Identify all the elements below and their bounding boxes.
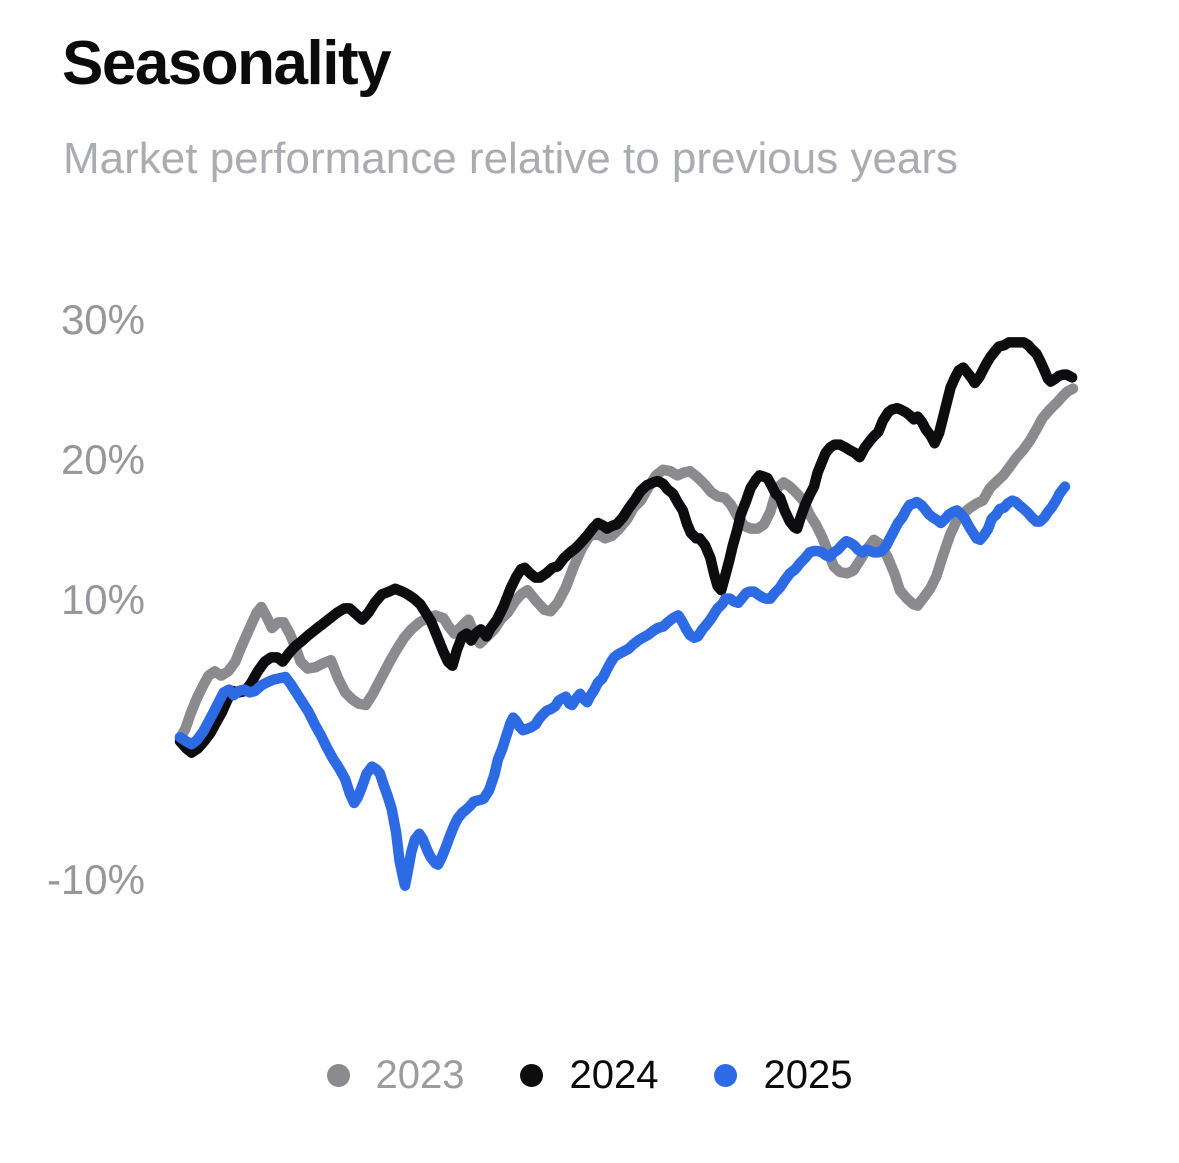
y-tick-label: 10% bbox=[60, 576, 145, 623]
page-subtitle: Market performance relative to previous … bbox=[63, 134, 959, 183]
y-tick-label: 20% bbox=[60, 436, 145, 483]
y-tick-label: 30% bbox=[60, 296, 145, 343]
y-tick-label: -10% bbox=[46, 856, 145, 903]
legend-label-2023: 2023 bbox=[375, 1053, 465, 1097]
legend-dot-2023 bbox=[326, 1063, 350, 1087]
chart-legend: 2023 2024 2025 bbox=[326, 1051, 852, 1099]
legend-item-2024[interactable]: 2024 bbox=[520, 1051, 659, 1099]
legend-item-2023[interactable]: 2023 bbox=[326, 1051, 465, 1099]
legend-item-2025[interactable]: 2025 bbox=[714, 1051, 852, 1099]
legend-label-2025: 2025 bbox=[763, 1053, 853, 1097]
legend-dot-2024 bbox=[520, 1063, 544, 1087]
legend-label-2024: 2024 bbox=[569, 1053, 659, 1097]
page-title: Seasonality bbox=[62, 29, 392, 98]
series-line-2025[interactable] bbox=[174, 481, 1071, 891]
legend-dot-2025 bbox=[714, 1063, 738, 1087]
y-axis: 30% 20% 10% -10% bbox=[0, 0, 145, 1163]
series-line-2024[interactable] bbox=[174, 337, 1078, 758]
